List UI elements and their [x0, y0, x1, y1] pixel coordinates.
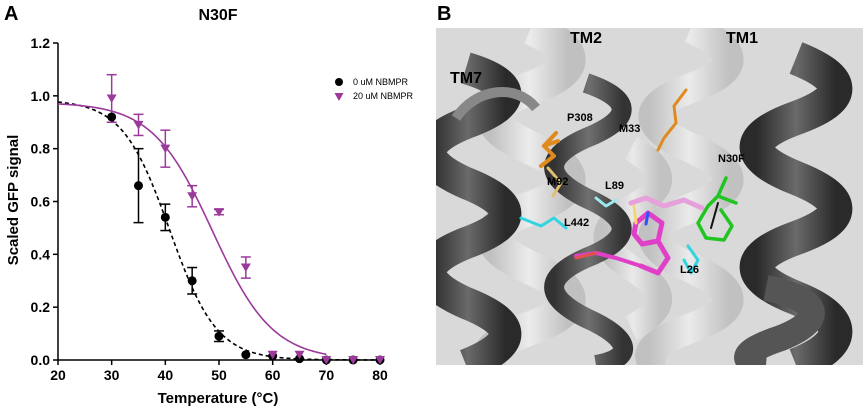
legend-marker-20um [334, 93, 344, 101]
data-point-series-1 [375, 356, 385, 365]
label-p308: P308 [567, 112, 593, 124]
label-tm2: TM2 [570, 30, 602, 47]
y-tick-label: 0.4 [31, 246, 51, 262]
legend-label-0um: 0 uM NBMPR [353, 77, 409, 87]
chart-title: N30F [198, 7, 237, 24]
n30f-sidechain [696, 176, 734, 242]
panel-a: A N30F 0.0 0.2 0.4 0.6 0.8 1.0 1.2 20 30 40 50 60 7… [4, 3, 414, 407]
l442-sidechain [519, 216, 568, 230]
label-n30f: N30F [718, 153, 745, 165]
y-tick-label: 1.0 [31, 88, 51, 104]
panel-b: B [436, 3, 863, 365]
label-m33: M33 [619, 123, 640, 135]
y-tick-label: 0.8 [31, 141, 51, 157]
data-point-series-0 [107, 112, 117, 122]
l89-sidechain [594, 196, 618, 208]
m33-sidechain [656, 88, 688, 152]
m92-sidechain [546, 166, 563, 198]
data-point-series-1 [294, 350, 305, 360]
data-point-series-0 [241, 350, 251, 360]
label-tm1: TM1 [726, 30, 758, 47]
foreground-helices [436, 42, 853, 365]
fit-curve-series-1 [57, 103, 327, 356]
panel-a-letter: A [4, 3, 18, 25]
structure-image: TM2 TM1 TM7 P308 M33 N30F M92 L89 L442 L… [436, 28, 863, 365]
fit-curve-series-0 [57, 101, 380, 361]
data-point-series-1 [106, 94, 117, 103]
label-l26: L26 [680, 264, 699, 276]
p308-sidechain [539, 131, 558, 168]
y-axis-label: Scaled GFP signal [5, 135, 22, 266]
x-tick-label: 40 [158, 367, 174, 383]
data-point-series-1 [321, 356, 332, 365]
legend-label-20um: 20 uM NBMPR [353, 91, 414, 101]
y-tick-label: 0.6 [31, 194, 51, 210]
label-l442: L442 [564, 217, 589, 229]
data-point-series-1 [133, 120, 144, 130]
y-tick-label: 0.0 [31, 352, 51, 368]
x-tick-label: 70 [319, 367, 335, 383]
label-l89: L89 [605, 180, 624, 192]
l26-sidechain [682, 244, 700, 275]
data-point-series-0 [187, 276, 197, 286]
data-point-series-0 [134, 181, 143, 191]
data-point-series-0 [160, 212, 170, 222]
y-tick-label: 0.2 [31, 299, 51, 315]
error-bars [106, 73, 251, 343]
panel-b-letter: B [437, 3, 451, 25]
x-tick-label: 50 [211, 367, 227, 383]
y-tick-label: 1.2 [31, 35, 51, 51]
y-axis-ticks: 0.0 0.2 0.4 0.6 0.8 1.0 1.2 [31, 35, 58, 368]
label-m92: M92 [547, 176, 568, 188]
x-axis-label: Temperature (°C) [158, 390, 279, 407]
legend-marker-0um [335, 78, 343, 86]
label-tm7: TM7 [450, 70, 482, 87]
legend: 0 uM NBMPR 20 uM NBMPR [334, 77, 414, 101]
x-axis-ticks: 20 30 40 50 60 70 80 [50, 360, 388, 383]
data-points [106, 94, 385, 365]
x-tick-label: 30 [104, 367, 120, 383]
x-tick-label: 60 [265, 367, 281, 383]
data-point-series-1 [160, 144, 171, 154]
data-point-series-1 [267, 350, 278, 360]
data-point-series-1 [348, 356, 359, 365]
data-point-series-1 [240, 263, 251, 273]
x-tick-label: 80 [372, 367, 388, 383]
data-point-series-1 [187, 192, 198, 201]
data-point-series-1 [214, 208, 224, 217]
x-tick-label: 20 [50, 367, 66, 383]
ligand [574, 195, 705, 276]
data-point-series-0 [214, 331, 224, 341]
side-chains [519, 88, 738, 275]
fit-curves [57, 101, 380, 361]
